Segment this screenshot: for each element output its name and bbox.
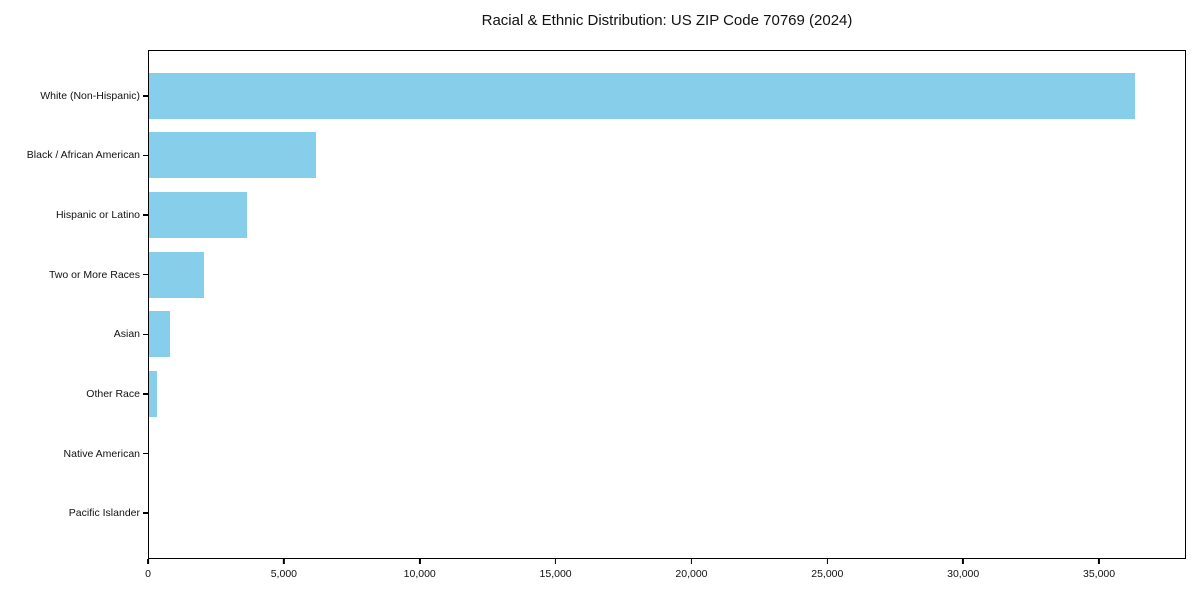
x-tick-mark — [690, 559, 693, 564]
y-label-hispanic-or-latino: Hispanic or Latino — [56, 209, 148, 221]
bar-row-two-or-more-races — [149, 245, 1185, 305]
bar-row-asian — [149, 305, 1185, 365]
x-tick-mark — [147, 559, 149, 564]
x-tick-mark — [826, 559, 829, 564]
chart-title: Racial & Ethnic Distribution: US ZIP Cod… — [481, 12, 853, 29]
x-tick-30000: 30,000 — [947, 559, 979, 580]
y-label-black-african-american: Black / African American — [27, 149, 148, 161]
bar-rows — [149, 66, 1185, 543]
x-tick-label: 15,000 — [539, 568, 572, 580]
y-tick-mark — [143, 512, 148, 514]
y-tick-mark — [143, 95, 148, 97]
bar-two-or-more-races — [149, 251, 205, 298]
y-tick-mark — [143, 214, 148, 216]
x-tick-25000: 25,000 — [811, 559, 843, 580]
y-axis-labels: White (Non-Hispanic) Black / African Amer… — [0, 66, 148, 543]
x-tick-mark — [418, 559, 421, 564]
bar-row-hispanic-or-latino — [149, 185, 1185, 245]
y-label-text: Pacific Islander — [68, 507, 140, 520]
bar-row-other-race — [149, 364, 1185, 424]
y-tick-mark — [143, 273, 148, 276]
y-label-other-race: Other Race — [86, 388, 148, 400]
bar-black-african-american — [149, 132, 316, 179]
x-tick-label: 10,000 — [403, 568, 436, 580]
bar-other-race — [149, 370, 158, 417]
y-label-pacific-islander: Pacific Islander — [69, 507, 148, 519]
y-tick-mark — [143, 393, 148, 395]
bar-row-native-american — [149, 424, 1185, 484]
x-tick-35000: 35,000 — [1083, 559, 1115, 580]
x-tick-label: 30,000 — [947, 568, 980, 580]
bar-row-pacific-islander — [149, 483, 1185, 543]
x-tick-5000: 5,000 — [271, 559, 297, 580]
y-label-two-or-more-races: Two or More Races — [49, 269, 148, 281]
y-label-text: Asian — [113, 328, 140, 341]
x-tick-mark — [283, 559, 285, 564]
y-label-asian: Asian — [114, 328, 148, 340]
y-tick-mark — [143, 154, 148, 157]
y-tick-mark — [143, 333, 148, 336]
x-tick-mark — [962, 559, 964, 564]
x-tick-20000: 20,000 — [675, 559, 708, 580]
plot-area — [148, 50, 1186, 559]
y-tick-mark — [143, 452, 148, 455]
bar-white-non-hispanic — [149, 72, 1135, 119]
y-label-text: Two or More Races — [48, 268, 140, 281]
y-label-white-non-hispanic: White (Non-Hispanic) — [40, 90, 148, 102]
y-label-text: Native American — [63, 447, 140, 460]
y-label-text: Other Race — [86, 387, 140, 400]
x-tick-0: 0 — [145, 559, 151, 580]
x-tick-label: 20,000 — [675, 568, 708, 580]
x-tick-label: 25,000 — [811, 568, 844, 580]
x-tick-label: 35,000 — [1082, 568, 1116, 580]
bar-asian — [149, 311, 171, 358]
x-tick-label: 0 — [145, 568, 151, 580]
x-tick-mark — [1098, 559, 1100, 564]
bar-row-black-african-american — [149, 126, 1185, 186]
x-tick-mark — [554, 559, 557, 564]
y-label-text: Hispanic or Latino — [55, 209, 140, 222]
x-tick-10000: 10,000 — [404, 559, 436, 580]
y-label-text: Black / African American — [26, 149, 140, 162]
x-tick-label: 5,000 — [270, 568, 297, 580]
y-label-native-american: Native American — [64, 448, 148, 460]
bar-row-white-non-hispanic — [149, 66, 1185, 126]
bar-hispanic-or-latino — [149, 192, 247, 239]
x-axis-ticks: 0 5,000 10,000 15,000 20,000 25,000 30,000 35,0… — [145, 559, 1186, 595]
x-tick-15000: 15,000 — [540, 559, 572, 580]
y-label-text: White (Non-Hispanic) — [40, 89, 140, 102]
